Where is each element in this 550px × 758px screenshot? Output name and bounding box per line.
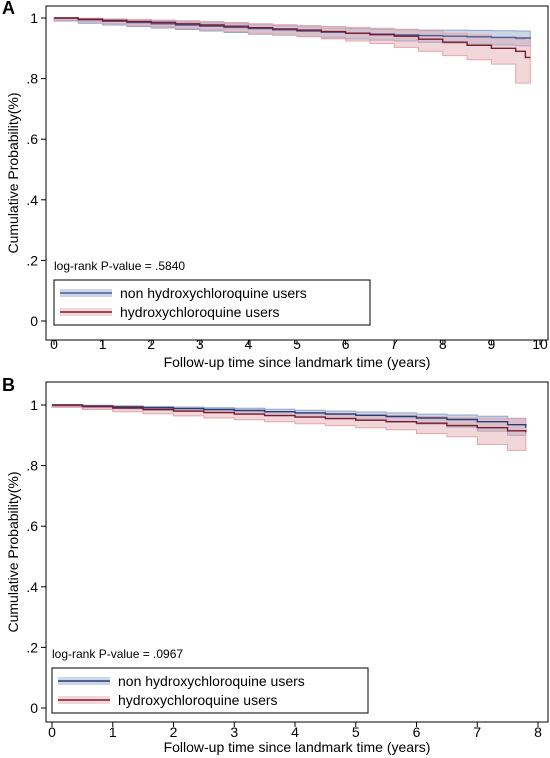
y-tick-label: 1 [30,397,38,413]
legend: non hydroxychloroquine users hydroxychlor… [53,279,371,326]
y-tick-label: .4 [26,579,38,595]
y-axis-title: Cumulative Probability(%) [5,471,21,632]
legend-label: non hydroxychloroquine users [118,673,305,689]
legend-label: hydroxychloroquine users [120,304,280,320]
x-tick-label: 4 [291,724,299,740]
y-tick-label: 0 [30,313,38,329]
x-tick-label: 7 [473,724,481,740]
panel-b: B 0 .2 .4 .6 .8 1 0 1 2 3 4 5 6 7 8 Follow-up time since… [2,375,549,755]
x-tick-label: 3 [230,724,238,740]
y-tick-label: 1 [30,10,38,26]
x-tick-label: 0 [48,724,56,740]
legend-label: hydroxychloroquine users [118,692,278,708]
x-tick-label: 6 [342,336,350,352]
panel-letter: B [2,375,15,395]
panel-letter: A [2,0,15,18]
y-tick-label: 0 [30,700,38,716]
y-tick-label: .2 [26,639,38,655]
x-tick-label: 1 [99,336,107,352]
legend-label: non hydroxychloroquine users [120,285,307,301]
km-curve-1 [52,404,527,433]
x-tick-label: 6 [413,724,421,740]
log-rank-annotation: log-rank P-value = .0967 [52,647,183,661]
y-tick-label: .8 [26,458,38,474]
x-axis-title: Follow-up time since landmark time (year… [164,354,431,370]
legend-box [53,279,371,326]
y-tick-label: .2 [26,252,38,268]
x-tick-label: 9 [488,336,496,352]
x-tick-label: 10 [532,336,548,352]
x-tick-label: 1 [109,724,117,740]
plot-frame [45,381,549,723]
km-curve-1 [54,17,531,59]
x-tick-label: 4 [245,336,253,352]
ci-band-1 [53,17,531,84]
legend: non hydroxychloroquine users hydroxychlor… [51,667,369,714]
x-tick-label: 8 [439,336,447,352]
legend-box [51,667,369,714]
x-tick-label: 3 [196,336,204,352]
x-tick-label: 7 [390,336,398,352]
x-tick-label: 5 [293,336,301,352]
y-tick-label: .4 [26,192,38,208]
log-rank-annotation: log-rank P-value = .5840 [54,259,185,273]
x-tick-label: 8 [534,724,542,740]
x-tick-label: 5 [352,724,360,740]
km-curve-0 [54,17,531,39]
y-tick-label: .6 [26,518,38,534]
x-tick-label: 0 [50,336,58,352]
km-curve-0 [52,404,527,428]
x-tick-label: 2 [147,336,155,352]
x-axis-title: Follow-up time since landmark time (year… [164,739,431,755]
x-tick-label: 2 [170,724,178,740]
y-tick-label: .6 [26,131,38,147]
y-axis-title: Cumulative Probability(%) [5,92,21,253]
y-tick-label: .8 [26,71,38,87]
